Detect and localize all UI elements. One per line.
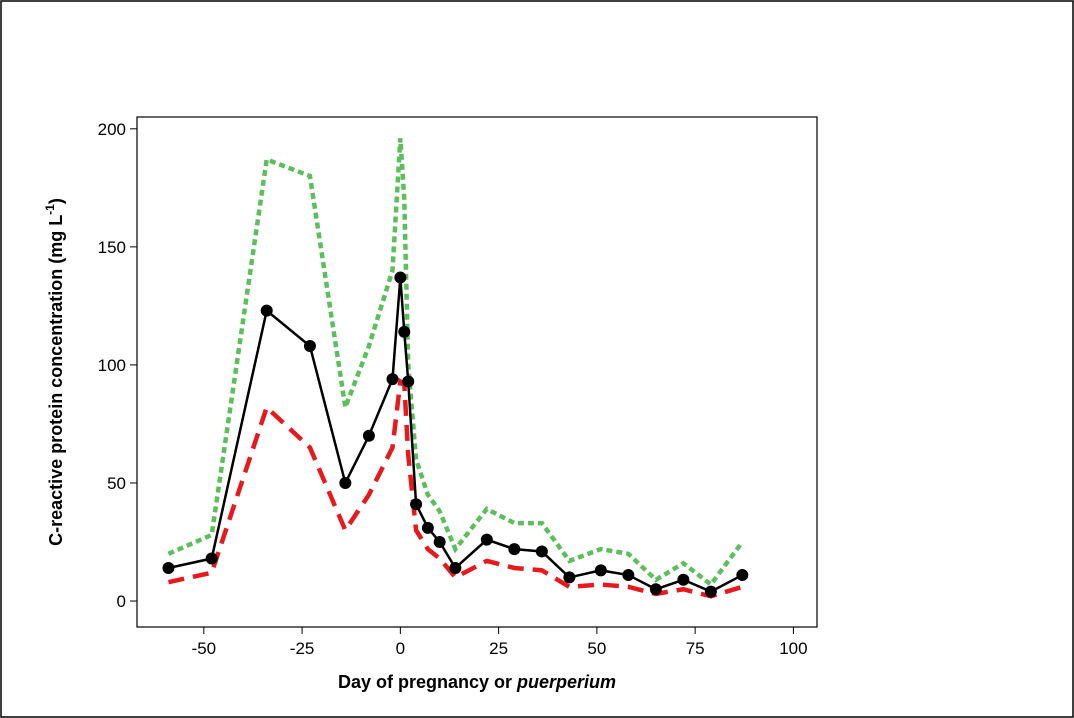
series-line (167, 377, 743, 599)
point (736, 569, 749, 582)
x-tick-label: 75 (686, 639, 705, 658)
point (362, 429, 375, 442)
point (205, 552, 218, 565)
point (535, 545, 548, 558)
point (303, 340, 316, 353)
point (402, 375, 415, 388)
point (480, 533, 493, 546)
point (594, 564, 607, 577)
y-tick-label: 150 (98, 238, 126, 257)
x-label-text: Day of pregnancy or (338, 672, 517, 692)
y-tick-label: 100 (98, 356, 126, 375)
x-tick-label: -25 (290, 639, 315, 658)
x-label-italic: puerperium (516, 672, 616, 692)
y-tick-label: 200 (98, 120, 126, 139)
point (449, 561, 462, 574)
point (394, 271, 407, 284)
point (410, 498, 423, 511)
point (398, 325, 411, 338)
y-tick-label: 50 (107, 474, 126, 493)
x-tick-label: 100 (779, 639, 807, 658)
point (677, 573, 690, 586)
point (508, 543, 521, 556)
point (162, 561, 175, 574)
x-tick-label: -50 (192, 639, 217, 658)
y-tick-label: 0 (117, 592, 126, 611)
x-tick-label: 25 (489, 639, 508, 658)
point (622, 569, 635, 582)
point (339, 476, 352, 489)
series-line (167, 138, 745, 588)
y-label-sup: -1 (43, 204, 57, 215)
x-axis-label: Day of pregnancy or puerperium (338, 672, 616, 692)
y-label-end: ) (46, 198, 66, 204)
x-tick-label: 0 (396, 639, 405, 658)
x-tick-label: 50 (587, 639, 606, 658)
point (649, 583, 662, 596)
point (421, 521, 434, 534)
plot-area (136, 116, 818, 628)
point (563, 571, 576, 584)
point (386, 373, 399, 386)
point (433, 536, 446, 548)
point (704, 585, 717, 598)
point (260, 304, 273, 317)
y-label-text: C-reactive protein concentration (mg L (46, 215, 66, 546)
y-axis-label: C-reactive protein concentration (mg L-1… (43, 198, 66, 546)
